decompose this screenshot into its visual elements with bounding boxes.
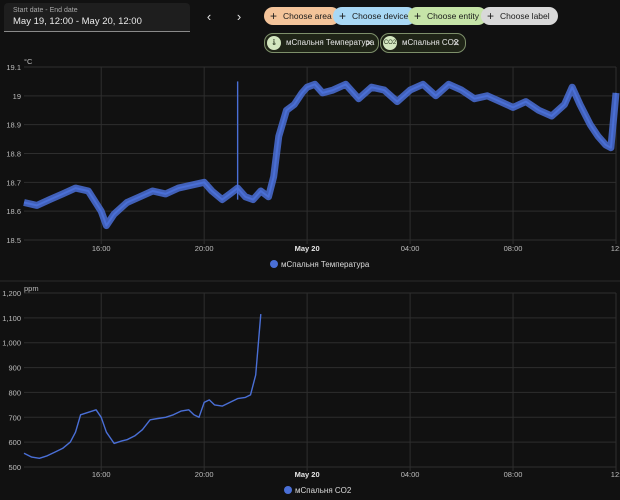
x-tick-label: 08:00 [504,470,523,479]
series-line [23,314,262,459]
legend-marker [284,486,292,494]
y-tick-label: 18.6 [6,207,21,216]
date-range-picker[interactable]: Start date - End date May 19, 12:00 - Ma… [4,3,190,32]
x-tick-label: 04:00 [401,244,420,253]
y-tick-label: 800 [8,388,21,397]
y-tick-label: 1,000 [2,339,21,348]
y-axis-unit: ppm [24,284,39,293]
y-tick-label: 19 [13,92,21,101]
molecule-co2-icon: CO2 [383,36,397,50]
x-tick-label: 04:00 [401,470,420,479]
y-tick-label: 18.5 [6,236,21,245]
x-tick-label: 20:00 [195,470,214,479]
chevron-right-icon: › [236,9,242,24]
date-range-label: Start date - End date [13,7,78,14]
y-tick-label: 700 [8,413,21,422]
thermometer-icon: 🌡 [267,36,281,50]
series-band [23,80,620,230]
choose-label-button[interactable]: + Choose label [481,7,558,25]
date-range-value: May 19, 12:00 - May 20, 12:00 [13,16,142,27]
x-tick-label: 20:00 [195,244,214,253]
x-tick-label: 12: [611,470,620,479]
remove-entity-icon[interactable]: ✕ [365,38,373,48]
y-tick-label: 19.1 [6,63,21,72]
next-period-button[interactable]: › [231,9,247,25]
x-tick-label: May 20 [295,470,320,479]
y-tick-label: 900 [8,364,21,373]
entity-chip-temperature[interactable]: 🌡 мСпальня Температура ✕ [264,33,379,53]
choose-area-button[interactable]: + Choose area [264,7,340,25]
y-tick-label: 1,100 [2,314,21,323]
chevron-left-icon: ‹ [206,9,212,24]
y-tick-label: 18.8 [6,150,21,159]
x-tick-label: 16:00 [92,470,111,479]
y-tick-label: 18.7 [6,178,21,187]
choose-device-button[interactable]: + Choose device [333,7,417,25]
choose-entity-button[interactable]: + Choose entity [408,7,487,25]
plus-icon: + [339,9,347,23]
y-tick-label: 600 [8,438,21,447]
x-tick-label: May 20 [295,244,320,253]
y-tick-label: 1,200 [2,289,21,298]
legend-marker [270,260,278,268]
remove-entity-icon[interactable]: ✕ [452,38,460,48]
x-tick-label: 08:00 [504,244,523,253]
plus-icon: + [270,9,278,23]
y-tick-label: 18.9 [6,121,21,130]
y-tick-label: 500 [8,463,21,472]
legend-temperature[interactable]: мСпальня Температура [270,260,369,269]
previous-period-button[interactable]: ‹ [201,9,217,25]
series-line [23,83,617,227]
plus-icon: + [414,9,422,23]
legend-co2[interactable]: мСпальня CO2 [284,486,351,495]
x-tick-label: 12: [611,244,620,253]
plus-icon: + [487,9,495,23]
y-axis-unit: °C [24,57,33,66]
x-tick-label: 16:00 [92,244,111,253]
entity-chip-co2[interactable]: CO2 мСпальня CO2 ✕ [380,33,466,53]
